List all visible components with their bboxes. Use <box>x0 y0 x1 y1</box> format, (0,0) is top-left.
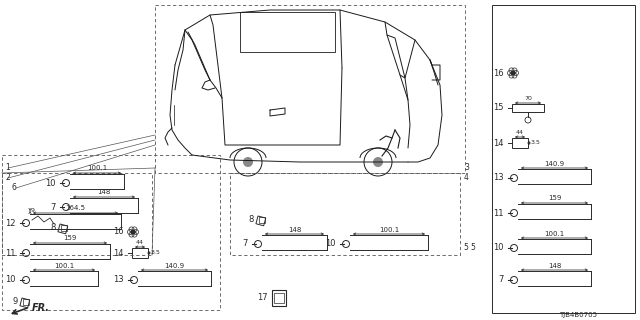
Text: 8: 8 <box>248 215 254 225</box>
Text: 2: 2 <box>5 173 10 182</box>
Bar <box>20 298 29 308</box>
Bar <box>274 293 284 303</box>
Bar <box>23 299 29 305</box>
Text: 3: 3 <box>464 164 469 172</box>
Text: 13: 13 <box>113 276 124 284</box>
Text: 164.5: 164.5 <box>65 205 86 212</box>
Text: 16: 16 <box>493 68 504 77</box>
Bar <box>2 155 220 310</box>
Bar <box>256 216 266 226</box>
Text: 3.5: 3.5 <box>531 140 541 146</box>
Text: 10: 10 <box>326 239 336 249</box>
Bar <box>240 12 335 52</box>
Text: 159: 159 <box>548 196 561 202</box>
Circle shape <box>131 230 135 234</box>
Text: 5: 5 <box>463 244 468 252</box>
Text: 15: 15 <box>493 103 504 113</box>
Bar <box>132 248 148 258</box>
Bar <box>512 138 528 148</box>
Bar <box>58 224 68 234</box>
Circle shape <box>373 157 383 167</box>
Bar <box>492 5 635 313</box>
Text: 100.1: 100.1 <box>87 165 107 172</box>
Text: 10: 10 <box>45 179 56 188</box>
Text: 44: 44 <box>516 131 524 135</box>
Text: 13: 13 <box>493 173 504 182</box>
Text: 9: 9 <box>31 209 35 213</box>
Text: 11: 11 <box>6 249 16 258</box>
Text: 148: 148 <box>548 262 561 268</box>
Text: 9: 9 <box>13 298 18 307</box>
Text: 44: 44 <box>136 241 144 245</box>
Text: TJB4B0705: TJB4B0705 <box>559 312 597 318</box>
Text: 8: 8 <box>51 223 56 233</box>
Text: 140.9: 140.9 <box>164 262 184 268</box>
Text: 148: 148 <box>288 227 301 233</box>
Text: 10: 10 <box>6 276 16 284</box>
Text: 7: 7 <box>51 203 56 212</box>
Bar <box>2 173 152 255</box>
Bar <box>259 217 265 223</box>
Text: 6: 6 <box>11 183 16 193</box>
Text: 100.1: 100.1 <box>545 230 564 236</box>
Text: 100.1: 100.1 <box>379 227 399 233</box>
Text: 159: 159 <box>63 236 77 242</box>
Text: 7: 7 <box>243 239 248 249</box>
Bar <box>272 290 286 306</box>
Text: 12: 12 <box>6 219 16 228</box>
Bar <box>230 173 460 255</box>
Text: 5: 5 <box>470 244 475 252</box>
Text: 100.1: 100.1 <box>54 262 74 268</box>
Text: 14: 14 <box>113 249 124 258</box>
Text: 7: 7 <box>499 276 504 284</box>
Circle shape <box>243 157 253 167</box>
Text: FR.: FR. <box>32 303 50 313</box>
Text: 148: 148 <box>97 189 111 196</box>
Circle shape <box>511 71 515 75</box>
Text: 17: 17 <box>257 293 268 302</box>
Text: 3.5: 3.5 <box>151 251 161 255</box>
Text: 14: 14 <box>493 139 504 148</box>
Text: 16: 16 <box>113 228 124 236</box>
Bar <box>512 104 544 112</box>
Text: 1: 1 <box>5 164 10 172</box>
Text: 10: 10 <box>493 244 504 252</box>
Text: 4: 4 <box>464 173 469 182</box>
Text: 140.9: 140.9 <box>545 161 564 166</box>
Text: 11: 11 <box>493 209 504 218</box>
Bar <box>61 225 67 231</box>
Text: 70: 70 <box>524 97 532 101</box>
Bar <box>155 5 465 173</box>
